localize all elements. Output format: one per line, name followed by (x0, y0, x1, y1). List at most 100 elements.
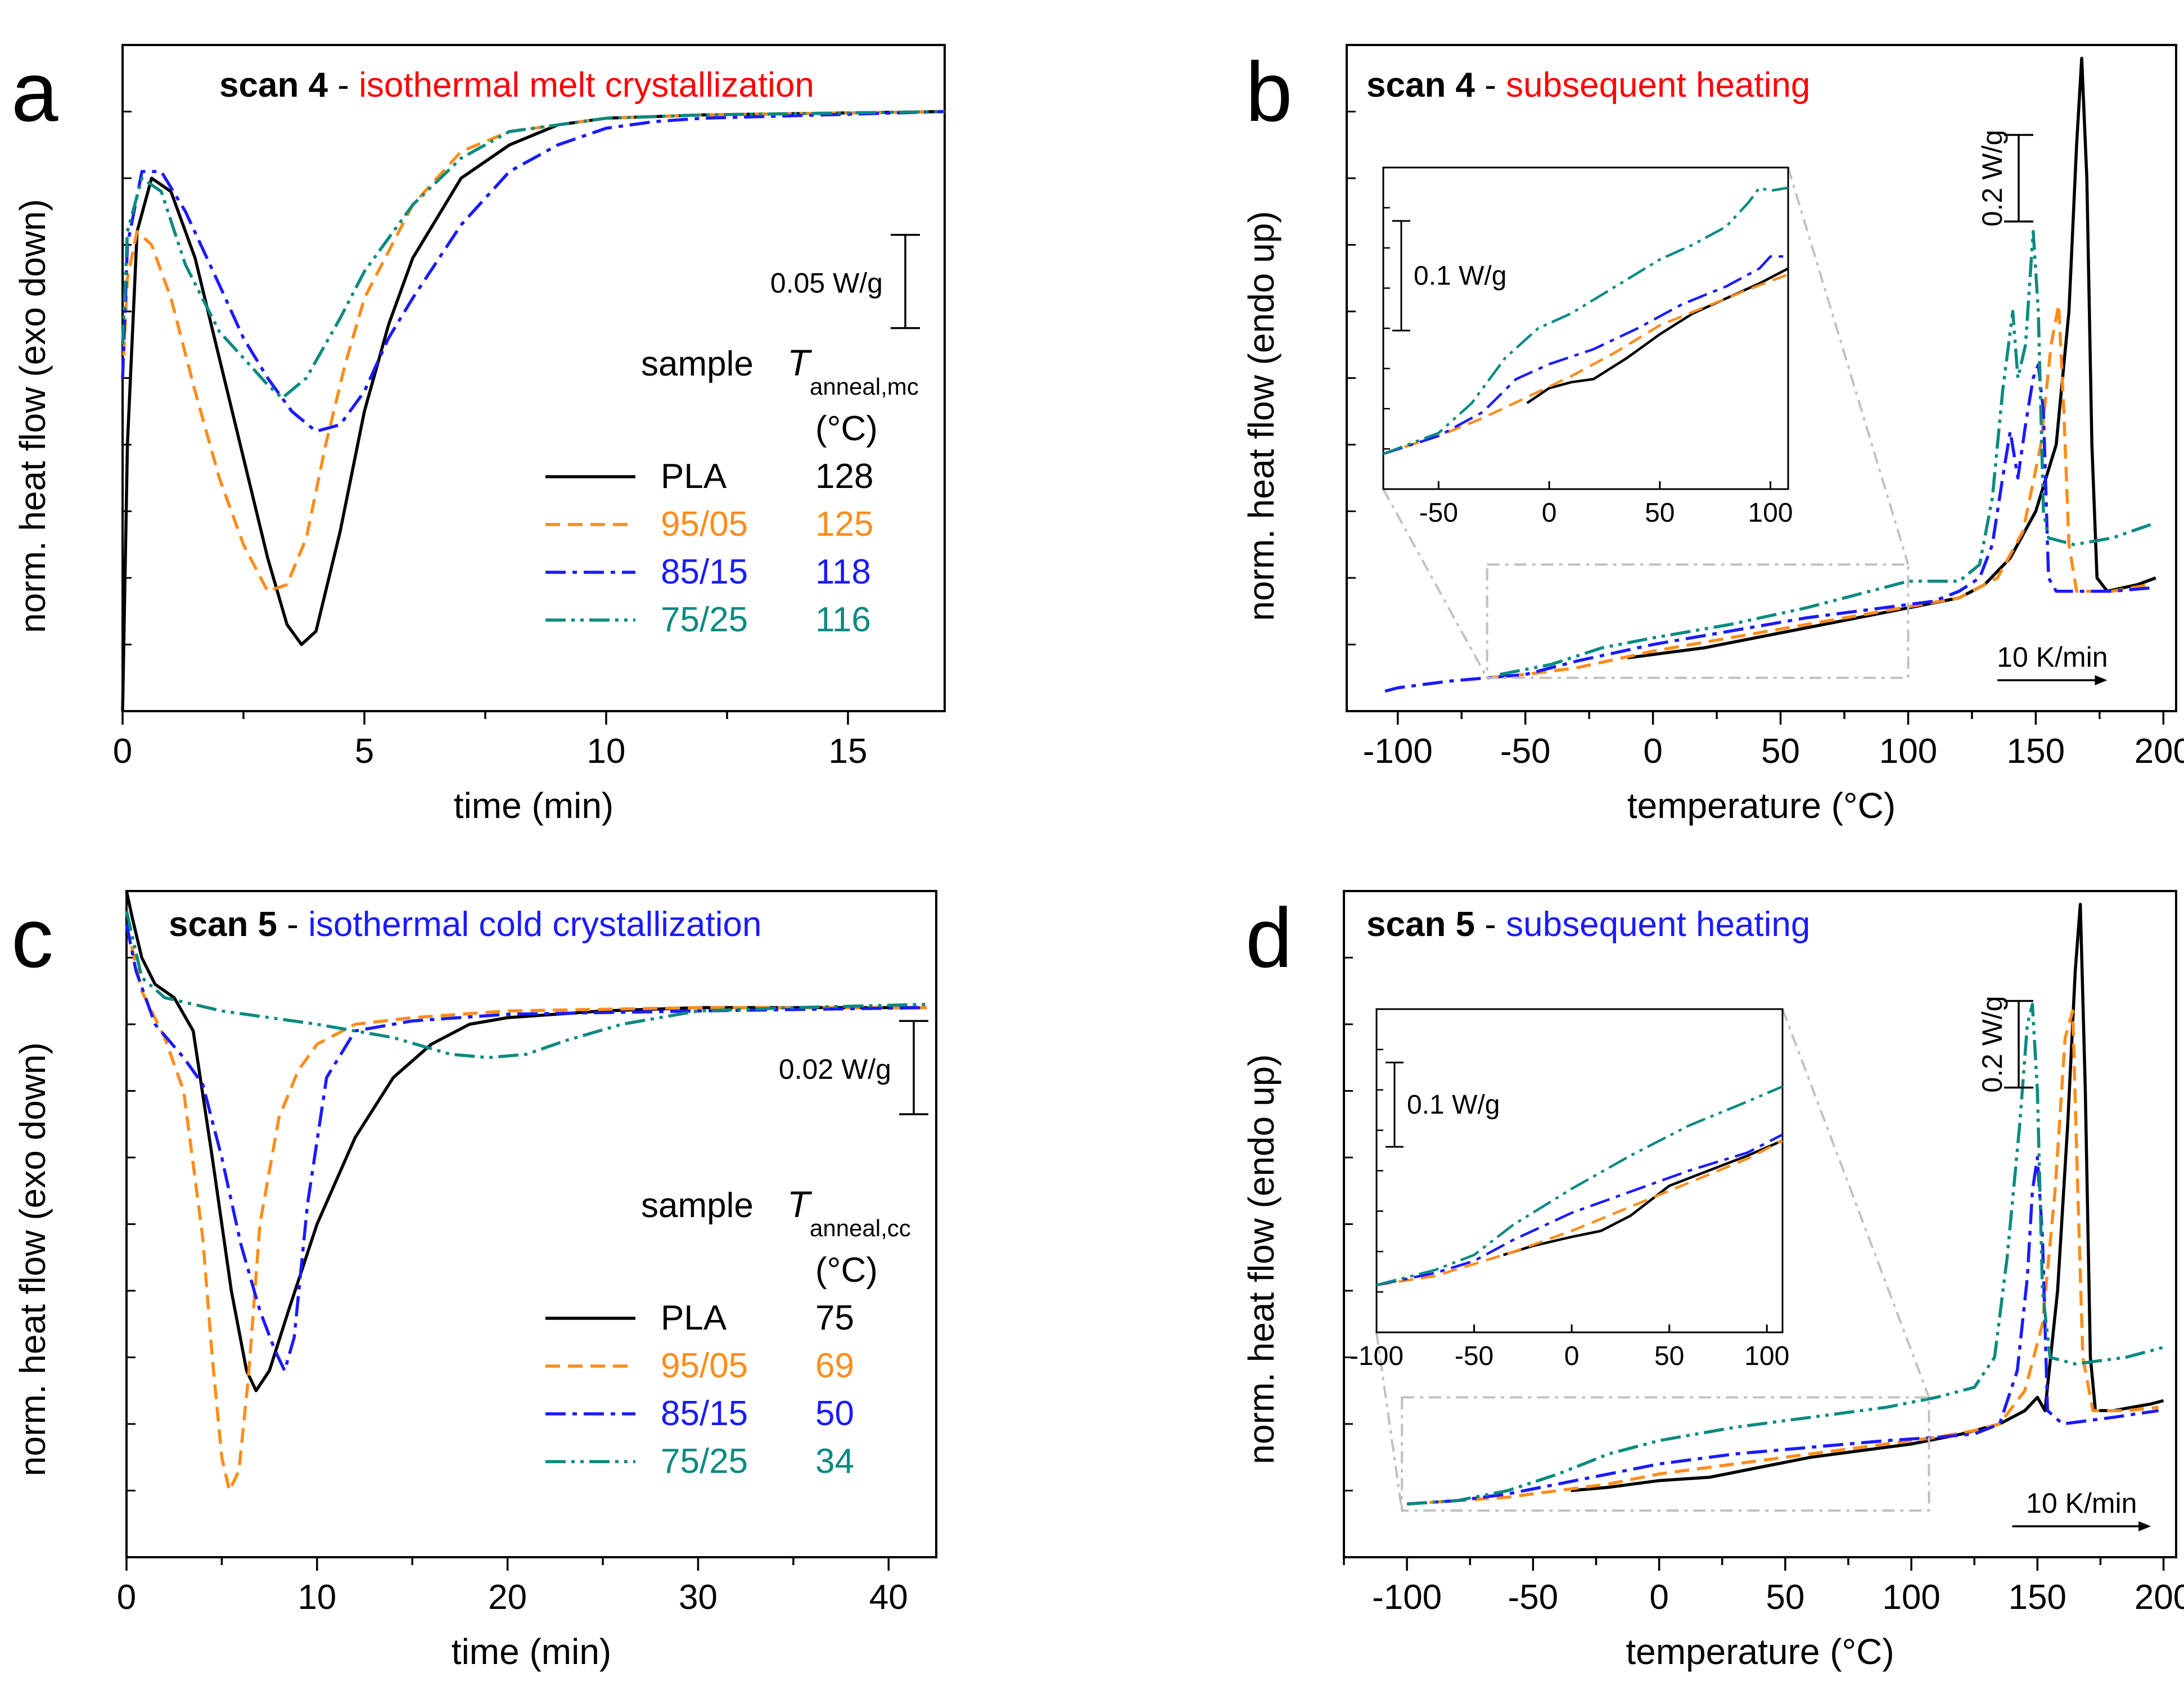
x-axis-label: temperature (°C) (1627, 785, 1896, 826)
inset-x-tick-label: 50 (1654, 1341, 1684, 1371)
x-tick-label: 150 (2009, 1578, 2066, 1617)
x-tick-label: -50 (1508, 1578, 1559, 1617)
inset-series-line-7525 (1383, 186, 1789, 455)
series-line-PLA (1627, 56, 2156, 659)
panel-title-sep: - (277, 905, 308, 944)
legend-name: 85/15 (661, 1394, 748, 1433)
panel-title-rest: subsequent heating (1506, 905, 1810, 944)
zoom-region-box (1486, 563, 1910, 679)
panel-title-sep: - (1475, 66, 1506, 105)
inset-x-tick-label: 0 (1564, 1341, 1580, 1371)
inset-series-line-9505 (1376, 1139, 1784, 1287)
legend-name: 95/05 (661, 505, 748, 544)
scale-bar: 0.05 W/g (770, 233, 920, 329)
series-line-9505 (1406, 1009, 2159, 1505)
series-line-PLA (121, 110, 945, 712)
legend-value: 75 (815, 1299, 854, 1337)
inset-x-tick-label: 0 (1542, 498, 1557, 528)
legend-value: 34 (815, 1442, 854, 1481)
x-tick-label: 20 (488, 1578, 527, 1617)
legend-header-sample: sample (641, 1186, 753, 1225)
x-tick-label: -50 (1500, 732, 1551, 771)
panel-title-bold: scan 5 (169, 905, 277, 944)
x-tick-label: 10 (297, 1578, 336, 1617)
scale-bar: 0.02 W/g (779, 1020, 928, 1115)
inset-x-tick-label: 100 (1748, 498, 1793, 528)
inset-x-tick-label: 100 (1744, 1341, 1789, 1371)
legend-header-sample: sample (641, 345, 753, 383)
panel-title-rest: isothermal cold crystallization (308, 905, 761, 944)
inset-x-tick-label: -50 (1419, 498, 1458, 528)
legend-value: 128 (815, 457, 873, 496)
legend-value: 116 (815, 600, 871, 639)
inset-scale-bar-label: 0.1 W/g (1414, 261, 1506, 291)
y-axis-label: norm. heat flow (exo down) (12, 199, 53, 633)
arrow-head-icon (2138, 1521, 2151, 1531)
x-tick-label: 200 (2135, 1578, 2184, 1617)
series-line-8515 (121, 110, 945, 433)
heating-rate-label: 10 K/min (1997, 641, 2108, 673)
panel-title-bold: scan 4 (219, 66, 328, 105)
inset-series-line-8515 (1376, 1133, 1784, 1287)
x-tick-label: 50 (1766, 1578, 1804, 1617)
series-line-PLA (1571, 902, 2164, 1493)
series-group (121, 110, 945, 712)
inset-scale-bar-label: 0.1 W/g (1407, 1090, 1500, 1120)
inset-x-tick-label: 50 (1645, 498, 1675, 528)
x-axis: -100 -50 0 50 100 150 200 (1343, 957, 2184, 1617)
legend-name: 95/05 (661, 1346, 748, 1385)
heating-rate: 10 K/min (2012, 1488, 2151, 1531)
x-tick-label: 50 (1761, 732, 1800, 771)
legend-name: PLA (661, 457, 727, 496)
x-tick-label: 0 (117, 1578, 136, 1617)
inset-x-tick-label: -100 (1350, 1341, 1404, 1371)
scale-bar-label: 0.02 W/g (779, 1054, 891, 1085)
y-axis-label: norm. heat flow (exo down) (12, 1042, 53, 1476)
heating-rate-label: 10 K/min (2026, 1488, 2137, 1519)
panel-title-sep: - (1475, 905, 1506, 944)
zoom-region-box (1401, 1396, 1930, 1512)
scale-bar-label: 0.2 W/g (1977, 130, 2008, 227)
x-tick-label: 0 (113, 732, 132, 771)
heating-rate: 10 K/min (1997, 641, 2108, 685)
inset: -100 -50 0 50 100 0.1 W/g (1350, 1008, 1930, 1512)
panel-letter: b (1246, 44, 1292, 139)
x-tick-label: 15 (829, 732, 868, 771)
y-axis-label: norm. heat flow (endo up) (1241, 211, 1281, 621)
inset-series-line-8515 (1383, 255, 1788, 455)
legend-value: 118 (815, 553, 871, 591)
scale-bar-label: 0.05 W/g (770, 268, 883, 299)
panel-title-sep: - (328, 66, 359, 105)
x-axis-label: temperature (°C) (1626, 1631, 1894, 1672)
panel-title: scan 4 - subsequent heating (1366, 66, 1810, 105)
panel-a: 0 5 10 15 time (min) norm. heat flow (exo dow… (11, 44, 946, 826)
series-line-8515 (125, 924, 927, 1372)
y-axis-label: norm. heat flow (endo up) (1241, 1054, 1281, 1464)
scale-bar-label: 0.2 W/g (1977, 996, 2008, 1092)
series-group (1406, 902, 2164, 1505)
zoom-connector (1781, 1009, 1930, 1398)
legend-header-T-sub: anneal,cc (810, 1215, 911, 1241)
series-line-8515 (1406, 1156, 2159, 1505)
legend-header-T-sub: anneal,mc (810, 373, 919, 400)
inset-x-tick-label: -50 (1455, 1341, 1493, 1371)
legend-value: 69 (815, 1346, 854, 1385)
series-line-7525 (125, 910, 927, 1060)
x-tick-label: 100 (1879, 732, 1937, 771)
panel-letter: a (11, 44, 58, 139)
inset-frame (1375, 1008, 1784, 1333)
series-line-7525 (1406, 1002, 2164, 1505)
x-axis-label: time (min) (454, 785, 613, 826)
series-line-PLA (125, 890, 927, 1392)
x-tick-label: 0 (1643, 732, 1662, 771)
legend-header-unit: (°C) (815, 1251, 878, 1290)
legend-header-unit: (°C) (815, 409, 878, 448)
inset-frame (1382, 166, 1789, 490)
panel-title: scan 4 - isothermal melt crystallization (219, 66, 814, 105)
scale-bar: 0.2 W/g (1977, 996, 2033, 1093)
x-axis: 0 5 10 15 (113, 111, 868, 771)
legend-name: 85/15 (661, 553, 748, 591)
